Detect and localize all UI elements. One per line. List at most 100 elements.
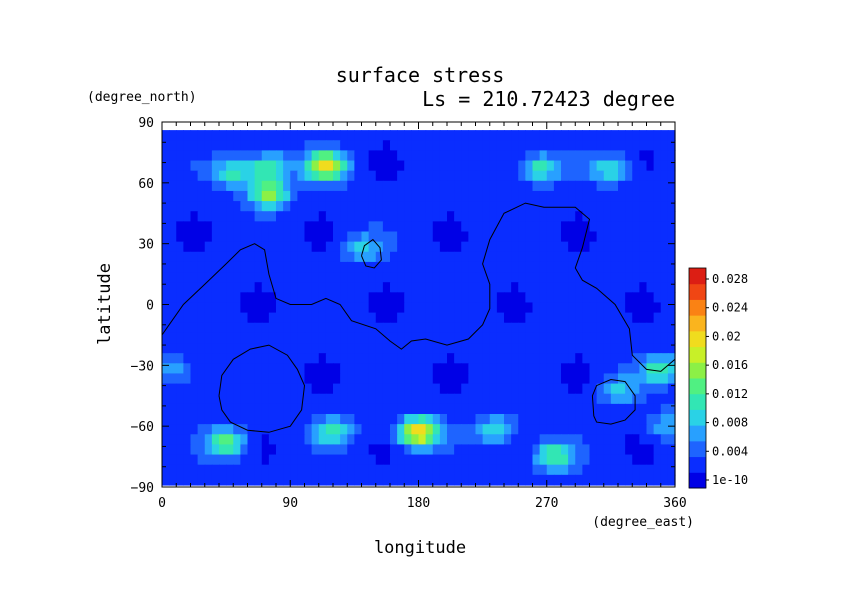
heat-cell [561, 383, 569, 395]
heat-cell [397, 160, 405, 172]
heat-cell [468, 332, 477, 344]
heat-cell [162, 282, 170, 293]
heat-cell [169, 474, 177, 486]
heat-cell [404, 312, 412, 324]
heat-cell [439, 180, 448, 192]
heat-cell [575, 160, 583, 172]
heat-cell [504, 424, 512, 435]
heat-cell [311, 160, 320, 172]
heat-cell [276, 353, 284, 364]
heat-cell [283, 261, 291, 273]
heat-cell [261, 221, 270, 233]
heat-cell [461, 261, 469, 273]
heat-cell [610, 190, 619, 202]
heat-cell [183, 322, 192, 334]
heat-cell [197, 414, 206, 425]
heat-cell [411, 393, 420, 405]
heat-cell [553, 272, 562, 283]
heat-cell [432, 150, 441, 162]
heat-cell [454, 251, 462, 263]
heat-cell [404, 272, 412, 283]
heat-cell [169, 282, 177, 293]
y-unit-label: (degree_north) [87, 90, 197, 105]
heat-cell [368, 373, 377, 385]
heat-cell [290, 444, 298, 456]
heat-cell [447, 201, 455, 212]
heat-cell [496, 322, 505, 334]
heat-cell [382, 211, 391, 222]
heat-cell [418, 312, 427, 324]
heat-cell [254, 424, 263, 435]
heat-cell [532, 312, 541, 324]
heat-cell [504, 150, 512, 162]
heat-cell [204, 150, 213, 162]
heat-cell [368, 211, 377, 222]
heat-cell [169, 454, 177, 466]
heat-cell [354, 130, 363, 141]
heat-cell [632, 383, 640, 395]
heat-cell [311, 343, 320, 354]
heat-cell [539, 353, 548, 364]
heat-cell [582, 424, 591, 435]
heat-cell [532, 322, 541, 334]
heat-cell [632, 190, 640, 202]
heat-cell [646, 434, 655, 446]
heat-cell [183, 373, 192, 385]
heat-cell [169, 251, 177, 263]
heat-cell [347, 403, 355, 415]
heat-cell [603, 444, 612, 456]
heat-cell [190, 332, 199, 344]
heat-cell [432, 160, 441, 172]
heat-cell [432, 302, 441, 314]
heat-cell [411, 140, 420, 151]
heat-cell [496, 231, 505, 243]
heat-cell [461, 180, 469, 192]
heat-cell [639, 332, 648, 344]
heat-cell [596, 251, 605, 263]
heat-cell [190, 464, 199, 476]
heat-cell [546, 454, 555, 466]
heat-cell [660, 474, 669, 486]
heat-cell [610, 160, 619, 172]
heat-cell [347, 241, 355, 253]
heat-cell [375, 312, 384, 324]
heat-cell [176, 221, 184, 233]
heat-cell [211, 403, 220, 415]
heat-cell [340, 393, 348, 405]
heat-cell [354, 221, 363, 233]
heat-cell [625, 282, 633, 293]
heat-cell [582, 251, 591, 263]
heat-cell [211, 272, 220, 283]
heat-cell [176, 241, 184, 253]
heat-cell [454, 414, 462, 425]
heat-cell [318, 353, 327, 364]
heat-cell [375, 332, 384, 344]
heat-cell [304, 231, 313, 243]
heat-cell [268, 353, 277, 364]
heat-cell [318, 130, 327, 141]
heat-cell [390, 140, 398, 151]
heat-cell [532, 292, 541, 304]
heat-cell [318, 464, 327, 476]
heat-cell [333, 231, 341, 243]
heat-cell [553, 251, 562, 263]
heat-cell [454, 403, 462, 415]
heat-cell [468, 373, 477, 385]
heat-cell [561, 190, 569, 202]
heat-cell [418, 282, 427, 293]
heat-cell [325, 322, 334, 334]
heat-cell [169, 403, 177, 415]
heat-cell [247, 170, 256, 182]
heat-cell [382, 160, 391, 172]
heat-cell [603, 241, 612, 253]
heat-cell [518, 180, 526, 192]
heat-cell [511, 160, 519, 172]
heat-cell [290, 201, 298, 212]
heat-cell [461, 231, 469, 243]
heat-cell [454, 444, 462, 456]
heat-cell [176, 393, 184, 405]
heat-cell [525, 190, 534, 202]
heat-cell [525, 353, 534, 364]
heat-cell [204, 261, 213, 273]
heat-cell [432, 241, 441, 253]
